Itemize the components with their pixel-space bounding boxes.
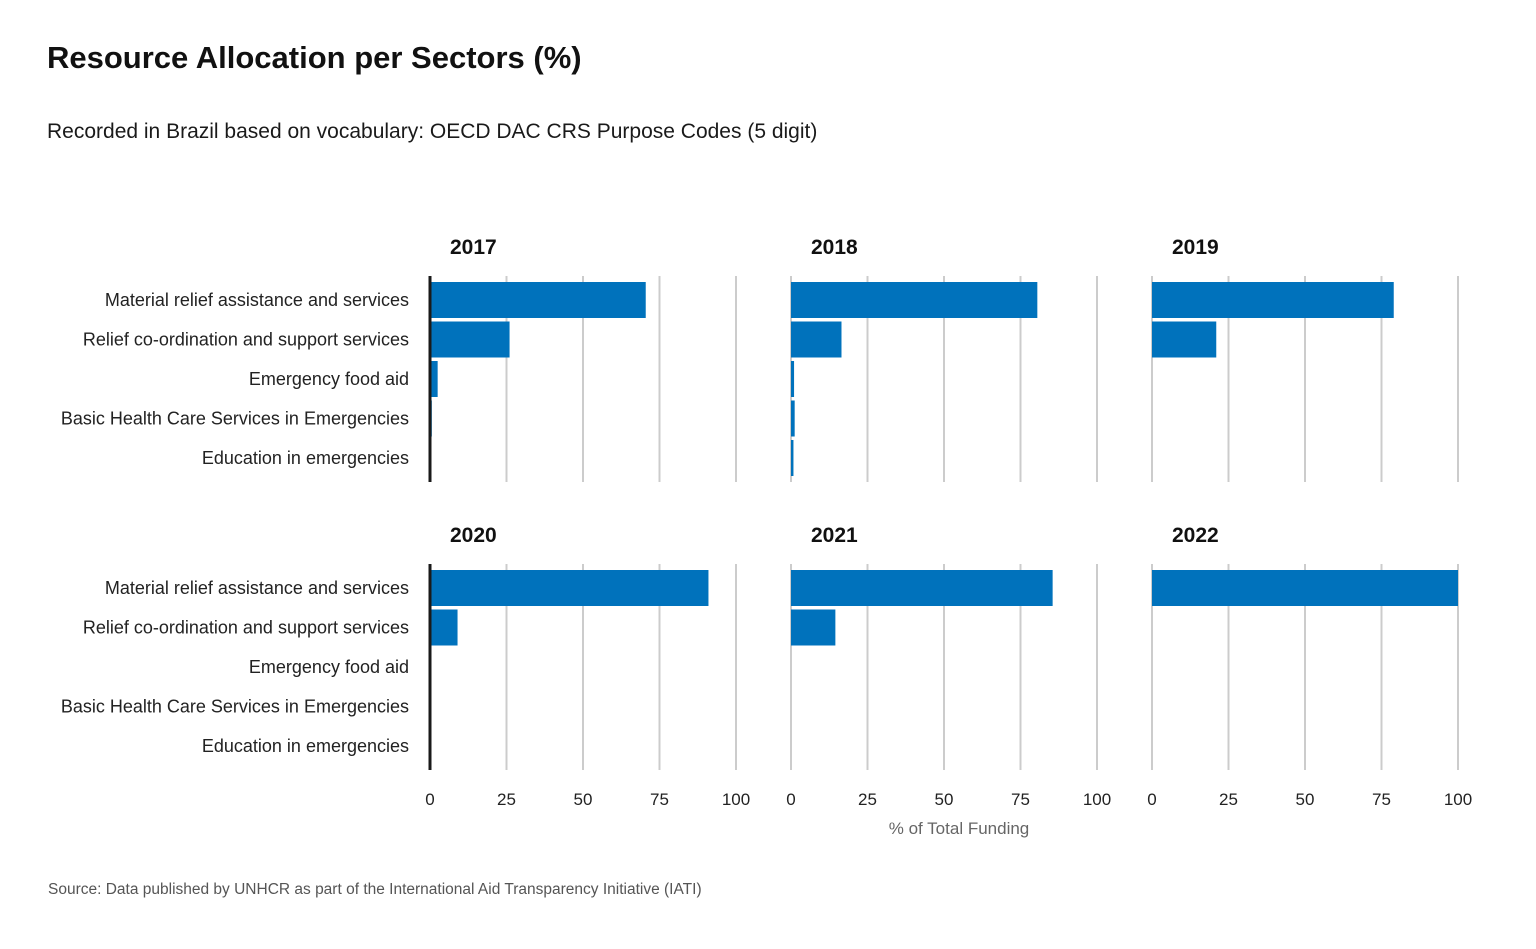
- category-label: Relief co-ordination and support service…: [83, 330, 409, 350]
- x-tick-label: 50: [1296, 790, 1315, 809]
- bar-2021-2: [791, 609, 836, 646]
- category-label: Education in emergencies: [202, 448, 409, 468]
- bar-2020-1: [430, 570, 709, 606]
- x-tick-label: 75: [650, 790, 669, 809]
- x-tick-label: 100: [1444, 790, 1472, 809]
- bar-2018-4: [791, 400, 795, 437]
- x-tick-label: 25: [858, 790, 877, 809]
- bar-2018-5: [791, 440, 794, 476]
- chart-subtitle: Recorded in Brazil based on vocabulary: …: [47, 120, 818, 143]
- category-label: Relief co-ordination and support service…: [83, 618, 409, 638]
- source-note: Source: Data published by UNHCR as part …: [48, 881, 702, 898]
- bar-2017-1: [430, 282, 646, 318]
- category-label: Basic Health Care Services in Emergencie…: [61, 697, 409, 717]
- panel-title-2021: 2021: [811, 524, 858, 547]
- bar-2018-2: [791, 321, 842, 358]
- x-tick-label: 75: [1372, 790, 1391, 809]
- category-label: Emergency food aid: [249, 657, 409, 677]
- panel-title-2022: 2022: [1172, 524, 1219, 547]
- x-tick-label: 100: [722, 790, 750, 809]
- x-tick-label: 0: [425, 790, 434, 809]
- x-tick-label: 0: [786, 790, 795, 809]
- bar-2018-1: [791, 282, 1038, 318]
- panel-title-2020: 2020: [450, 524, 497, 547]
- bar-2017-3: [430, 361, 438, 397]
- category-label: Material relief assistance and services: [105, 578, 409, 598]
- x-tick-label: 25: [1219, 790, 1238, 809]
- panel-title-2019: 2019: [1172, 236, 1219, 259]
- bar-2017-2: [430, 321, 510, 358]
- category-label: Basic Health Care Services in Emergencie…: [61, 409, 409, 429]
- panel-title-2017: 2017: [450, 236, 497, 259]
- category-label: Material relief assistance and services: [105, 290, 409, 310]
- bar-2022-1: [1152, 570, 1458, 606]
- x-tick-label: 50: [935, 790, 954, 809]
- category-label: Emergency food aid: [249, 369, 409, 389]
- bar-2019-2: [1152, 321, 1217, 358]
- category-label: Education in emergencies: [202, 736, 409, 756]
- x-tick-label: 50: [574, 790, 593, 809]
- panel-title-2018: 2018: [811, 236, 858, 259]
- bar-2018-3: [791, 361, 795, 397]
- chart-title: Resource Allocation per Sectors (%): [47, 40, 582, 75]
- bar-2021-1: [791, 570, 1053, 606]
- x-tick-label: 0: [1147, 790, 1156, 809]
- x-axis-title: % of Total Funding: [889, 819, 1030, 838]
- bar-2020-2: [430, 609, 458, 646]
- x-tick-label: 100: [1083, 790, 1111, 809]
- bar-2019-1: [1152, 282, 1394, 318]
- x-tick-label: 25: [497, 790, 516, 809]
- x-tick-label: 75: [1011, 790, 1030, 809]
